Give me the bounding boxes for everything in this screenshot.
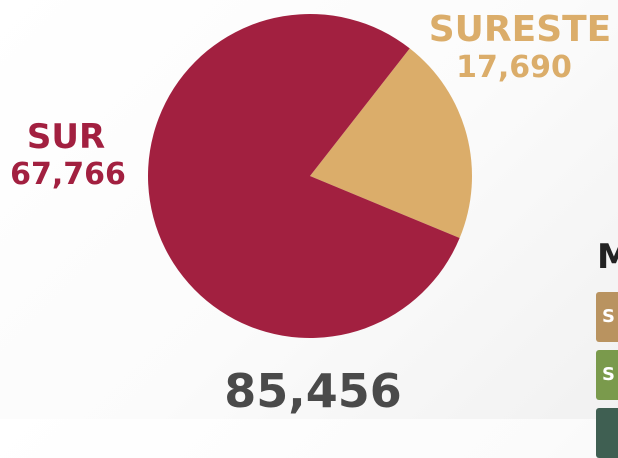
legend-swatch-3 [596, 408, 618, 458]
slice-label-sur: SUR [26, 117, 106, 157]
pie-slice-sur [148, 14, 460, 339]
pie-chart [148, 14, 472, 339]
legend-title: M [597, 237, 618, 277]
slice-label-sureste: SURESTE [428, 9, 612, 50]
legend-swatch-1-text: S [602, 306, 615, 327]
legend-swatch-2-text: S [602, 364, 615, 385]
total-value: 85,456 [224, 364, 402, 418]
slice-value-sur: 67,766 [10, 157, 126, 192]
pie-slice-sureste [310, 48, 472, 239]
legend-swatch-2: S [596, 350, 618, 400]
slice-value-sureste: 17,690 [456, 50, 572, 85]
legend-swatch-1: S [596, 292, 618, 342]
